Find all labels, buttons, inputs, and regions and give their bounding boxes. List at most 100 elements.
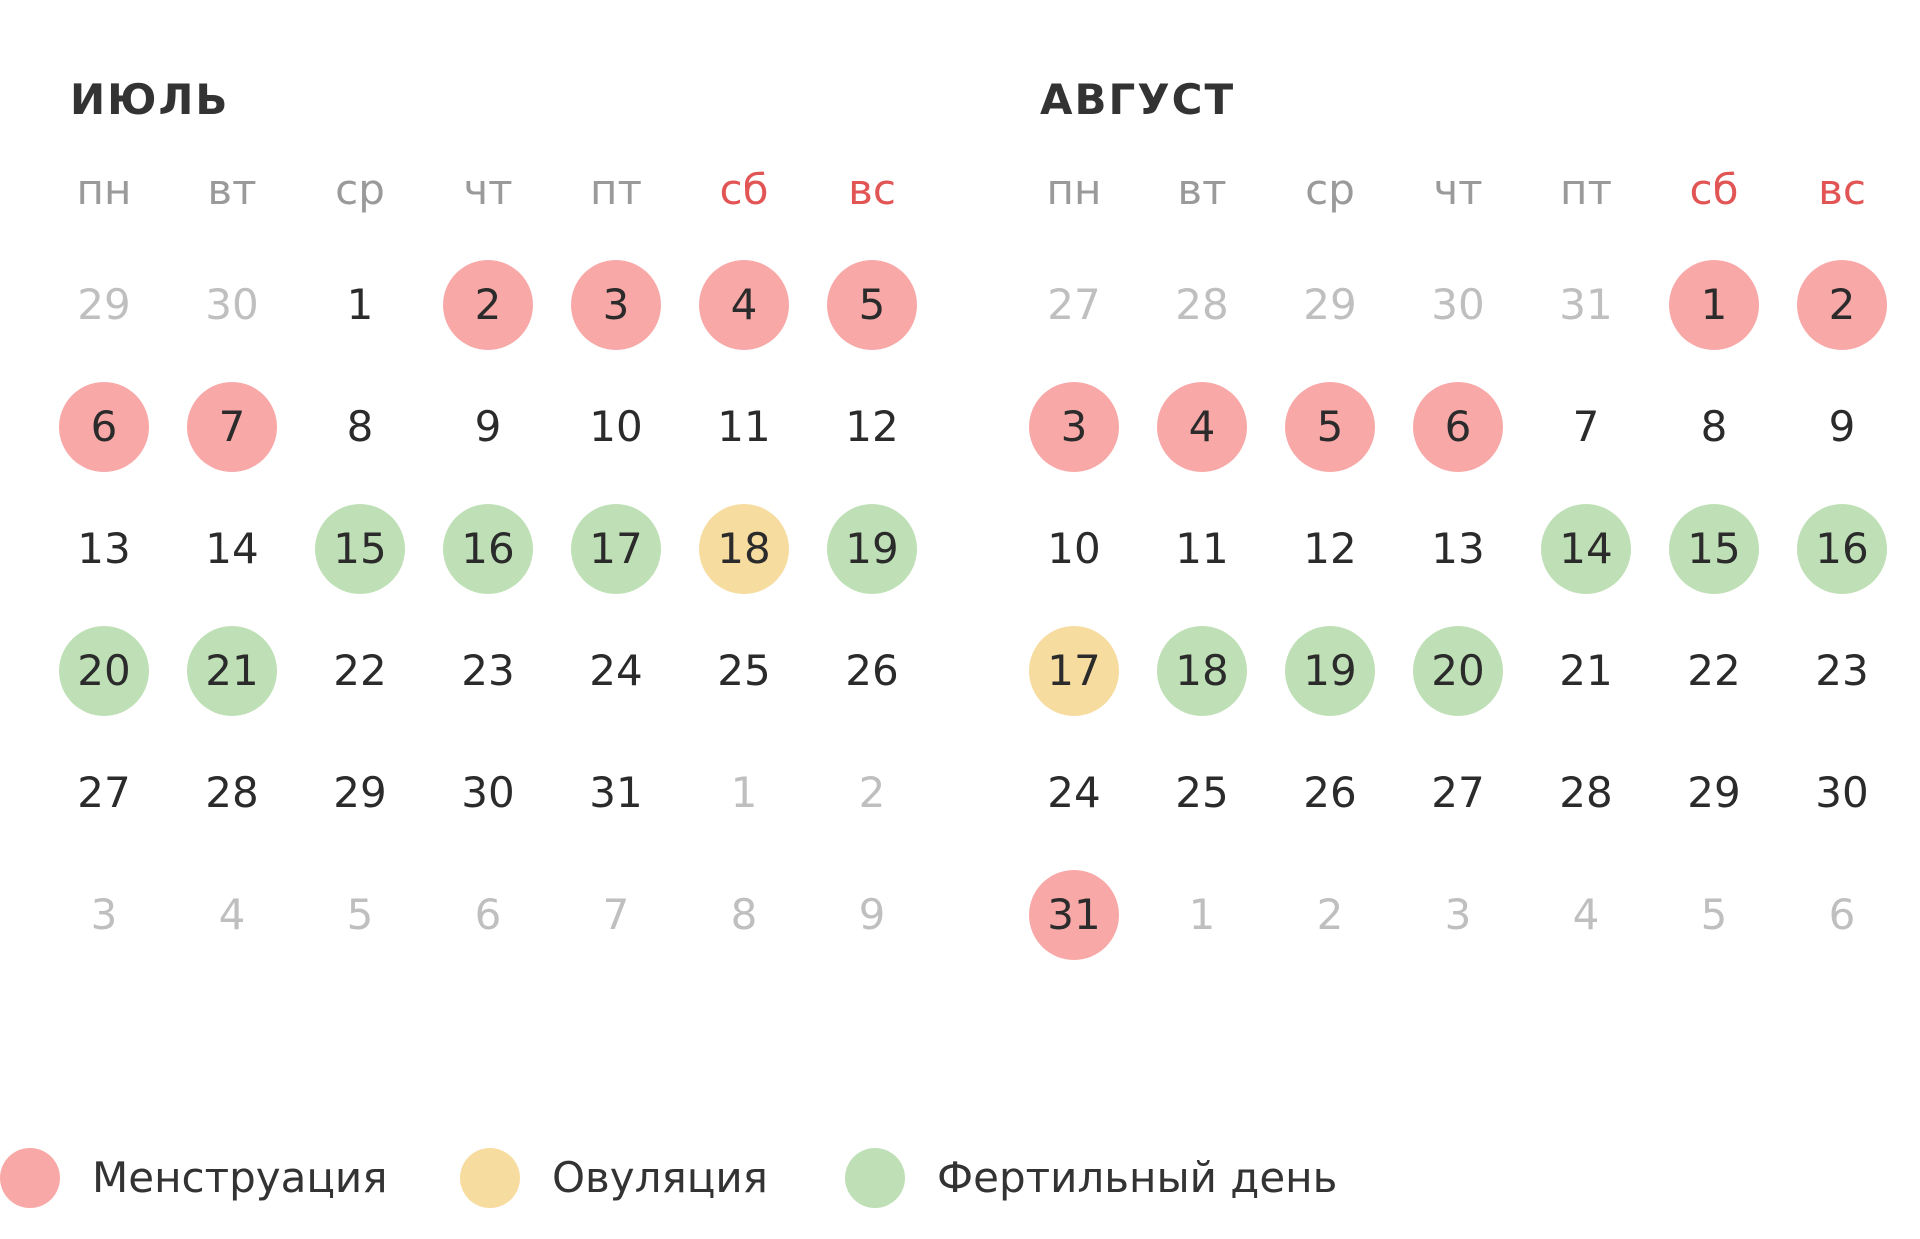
calendar-day[interactable]: 20 [59,626,149,716]
calendar-day[interactable]: 6 [59,382,149,472]
weekday-label: сб [719,165,769,214]
calendar-day[interactable]: 29 [333,768,387,817]
calendar-day[interactable]: 2 [1316,890,1344,939]
calendar-day[interactable]: 8 [346,402,374,451]
calendar-day[interactable]: 21 [1559,646,1613,695]
calendar-day[interactable]: 9 [1828,402,1856,451]
calendar-day[interactable]: 30 [1815,768,1869,817]
calendar-day[interactable]: 27 [1431,768,1485,817]
calendar-day[interactable]: 27 [77,768,131,817]
calendar-day[interactable]: 3 [90,890,118,939]
legend-label: Овуляция [552,1153,768,1202]
calendar-day[interactable]: 7 [1572,402,1600,451]
calendar-day[interactable]: 28 [1559,768,1613,817]
calendar-day[interactable]: 26 [845,646,899,695]
calendar-day[interactable]: 8 [1700,402,1728,451]
calendar-day[interactable]: 31 [589,768,643,817]
calendar-day[interactable]: 3 [1029,382,1119,472]
calendar-day[interactable]: 4 [699,260,789,350]
calendar-day[interactable]: 2 [858,768,886,817]
calendar-day[interactable]: 1 [1188,890,1216,939]
calendar-day[interactable]: 28 [1175,280,1229,329]
calendar-day[interactable]: 30 [205,280,259,329]
calendar-day[interactable]: 28 [205,768,259,817]
calendar-day[interactable]: 29 [1687,768,1741,817]
calendar-day[interactable]: 4 [1572,890,1600,939]
calendar-day[interactable]: 3 [1444,890,1472,939]
menstruation-dot-icon [0,1148,60,1208]
calendar-day[interactable]: 5 [1700,890,1728,939]
calendar-day[interactable]: 22 [1687,646,1741,695]
calendar-day[interactable]: 23 [1815,646,1869,695]
calendar-day[interactable]: 6 [1413,382,1503,472]
calendar-day[interactable]: 1 [346,280,374,329]
calendar-day[interactable]: 31 [1559,280,1613,329]
weekday-label: вс [1818,165,1866,214]
weekday-label: чт [1433,165,1483,214]
calendar-day[interactable]: 9 [474,402,502,451]
calendar-day[interactable]: 25 [717,646,771,695]
calendar-day[interactable]: 16 [443,504,533,594]
calendar-day[interactable]: 23 [461,646,515,695]
calendar-day[interactable]: 9 [858,890,886,939]
calendar-day[interactable]: 19 [1285,626,1375,716]
calendar-day[interactable]: 2 [443,260,533,350]
day-grid: 27 28 29 30 31 1 2 3 4 5 6 7 8 9 10 11 12 13 14 15 16 17 18 19 2… [1026,70,1920,970]
calendar-day[interactable]: 10 [589,402,643,451]
calendar-day[interactable]: 24 [589,646,643,695]
calendar-day[interactable]: 27 [1047,280,1101,329]
calendar-day[interactable]: 1 [730,768,758,817]
calendar-day[interactable]: 24 [1047,768,1101,817]
calendar-day[interactable]: 12 [1303,524,1357,573]
calendar-day[interactable]: 31 [1029,870,1119,960]
calendar-day[interactable]: 14 [1541,504,1631,594]
calendar-day[interactable]: 3 [571,260,661,350]
calendar-day[interactable]: 8 [730,890,758,939]
weekday-label: пн [76,165,132,214]
weekday-label: пт [1560,165,1612,214]
calendar-day[interactable]: 7 [602,890,630,939]
calendar-day[interactable]: 4 [218,890,246,939]
calendar-day[interactable]: 17 [571,504,661,594]
calendar-day[interactable]: 29 [77,280,131,329]
calendar-day[interactable]: 26 [1303,768,1357,817]
weekday-header: пн вт ср чт пт сб вс [1026,160,1920,220]
calendar-day[interactable]: 30 [1431,280,1485,329]
calendar-day[interactable]: 19 [827,504,917,594]
calendar-day[interactable]: 18 [1157,626,1247,716]
weekday-label: чт [463,165,513,214]
calendar-day[interactable]: 7 [187,382,277,472]
calendar-day[interactable]: 11 [717,402,771,451]
calendar-day[interactable]: 15 [1669,504,1759,594]
weekday-label: вс [848,165,896,214]
calendar-day[interactable]: 22 [333,646,387,695]
calendar-day[interactable]: 6 [1828,890,1856,939]
calendar-day[interactable]: 14 [205,524,259,573]
calendar-day[interactable]: 16 [1797,504,1887,594]
calendar-day[interactable]: 6 [474,890,502,939]
weekday-label: ср [335,165,385,214]
calendar-day[interactable]: 18 [699,504,789,594]
calendar-day[interactable]: 30 [461,768,515,817]
calendar-day[interactable]: 1 [1669,260,1759,350]
calendar-day[interactable]: 20 [1413,626,1503,716]
calendar-day[interactable]: 10 [1047,524,1101,573]
calendar-day[interactable]: 21 [187,626,277,716]
calendar-day[interactable]: 11 [1175,524,1229,573]
calendar-day[interactable]: 29 [1303,280,1357,329]
calendar-day[interactable]: 25 [1175,768,1229,817]
calendar-day[interactable]: 5 [346,890,374,939]
month-title: июль [70,75,230,124]
calendar-day[interactable]: 2 [1797,260,1887,350]
calendar-day[interactable]: 15 [315,504,405,594]
legend-label: Менструация [92,1153,388,1202]
calendar-day[interactable]: 17 [1029,626,1119,716]
calendar-day[interactable]: 5 [827,260,917,350]
calendar-day[interactable]: 13 [1431,524,1485,573]
weekday-label: вт [1177,165,1227,214]
calendar-day[interactable]: 13 [77,524,131,573]
calendar-day[interactable]: 4 [1157,382,1247,472]
calendar-day[interactable]: 12 [845,402,899,451]
weekday-label: сб [1689,165,1739,214]
calendar-day[interactable]: 5 [1285,382,1375,472]
